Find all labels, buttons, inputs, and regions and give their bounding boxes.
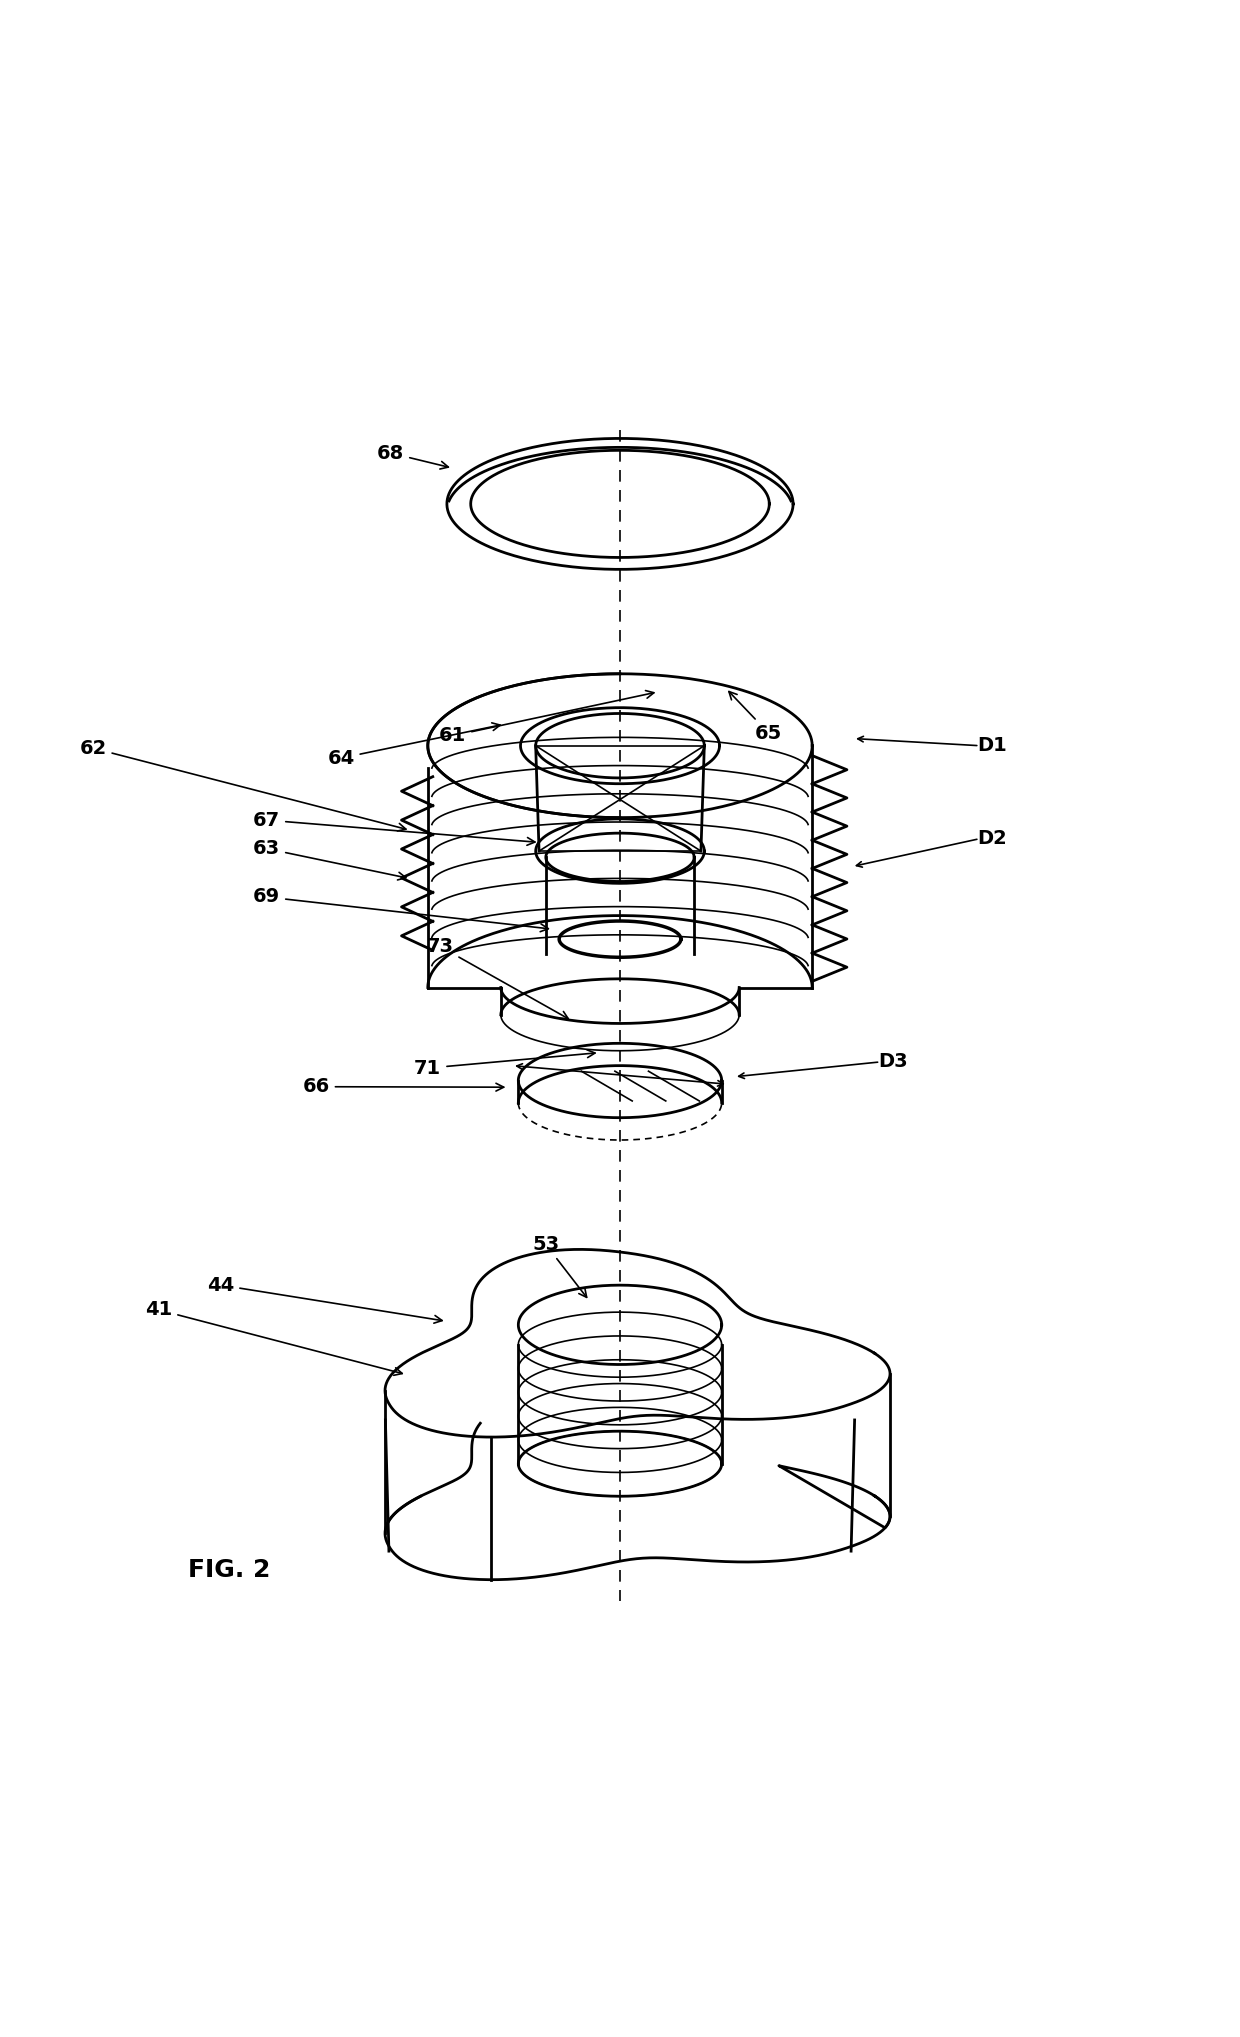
Text: 41: 41: [145, 1300, 402, 1375]
Text: 67: 67: [253, 811, 534, 845]
Text: 65: 65: [729, 691, 782, 744]
Text: 62: 62: [79, 739, 405, 831]
Text: 73: 73: [427, 937, 568, 1018]
Text: 71: 71: [414, 1049, 595, 1078]
Text: D3: D3: [878, 1053, 908, 1071]
Text: D2: D2: [977, 829, 1007, 847]
Text: 64: 64: [327, 723, 500, 768]
Text: 69: 69: [253, 888, 548, 931]
Text: 53: 53: [532, 1234, 587, 1298]
Text: 44: 44: [207, 1275, 443, 1324]
Text: 63: 63: [253, 839, 405, 880]
Text: FIG. 2: FIG. 2: [188, 1558, 270, 1583]
Text: D1: D1: [977, 735, 1007, 756]
Text: 66: 66: [303, 1078, 503, 1096]
Text: 68: 68: [377, 444, 449, 469]
Text: 61: 61: [439, 691, 653, 746]
